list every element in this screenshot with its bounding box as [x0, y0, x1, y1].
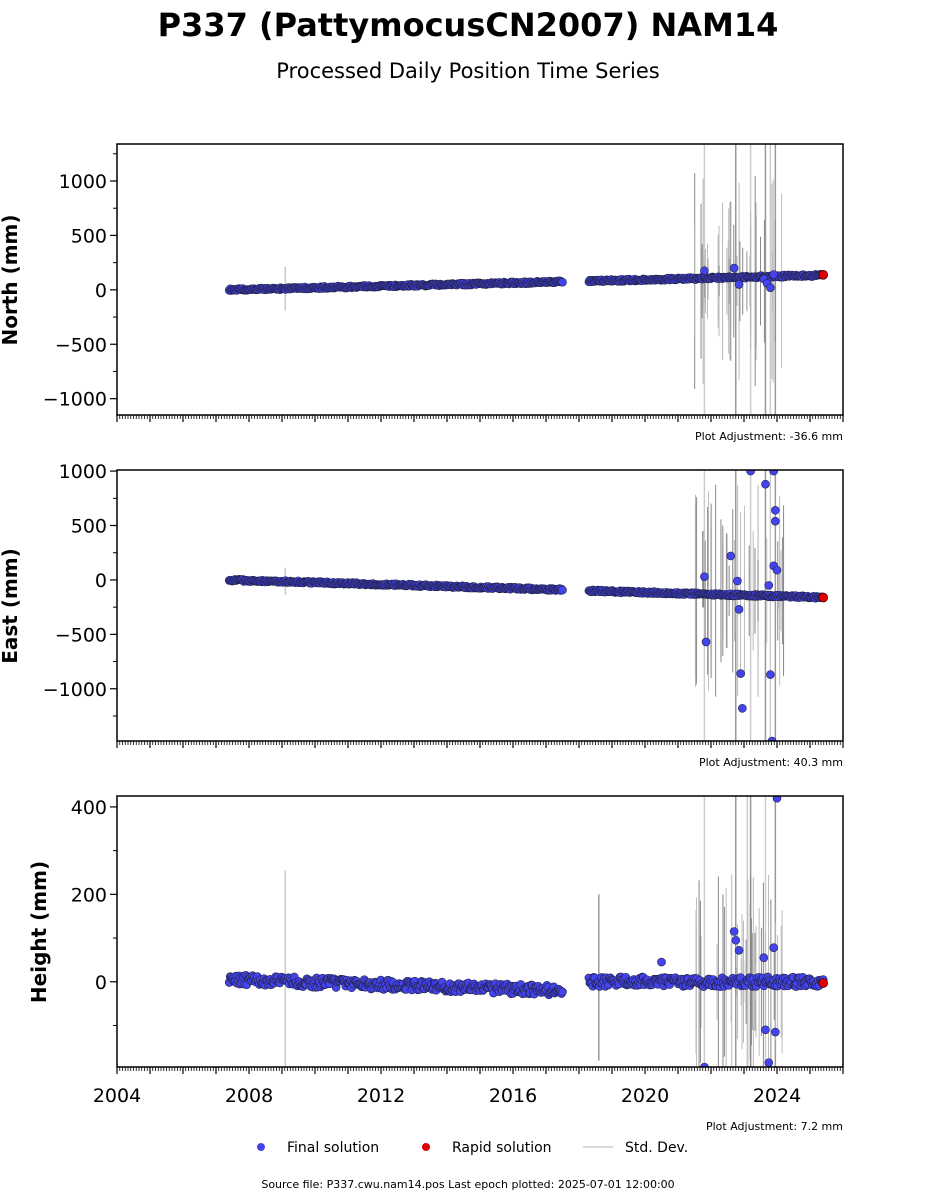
legend-rapid-label: Rapid solution: [452, 1140, 552, 1156]
height-ytick-label: 400: [71, 797, 107, 819]
north-ytick-label: −500: [55, 334, 107, 356]
east-outlier-point: [738, 704, 747, 713]
height-outlier-point: [771, 1027, 780, 1037]
legend-final-marker: [257, 1143, 265, 1151]
height-panel: Height (mm) Plot Adjustment: 7.2 mm 0 200…: [27, 795, 844, 1133]
east-ytick-label: 0: [95, 570, 107, 592]
east-panel: East (mm) Plot Adjustment: 40.3 mm −1000…: [0, 461, 844, 769]
east-outlier-point: [746, 470, 755, 476]
east-outlier-point: [736, 669, 746, 678]
height-xtick-label: 2012: [357, 1085, 405, 1107]
east-outlier-point: [771, 516, 780, 526]
north-ytick-label: 0: [95, 280, 107, 302]
north-ylabel: North (mm): [0, 214, 22, 345]
east-outlier-point: [700, 572, 709, 581]
height-outlier-point: [761, 1025, 770, 1035]
legend-rapid-marker: [422, 1143, 430, 1151]
east-ytick-label: 500: [71, 516, 107, 538]
height-xtick-label: 2016: [489, 1085, 537, 1107]
east-ylabel: East (mm): [0, 548, 22, 664]
legend-final-label: Final solution: [287, 1140, 379, 1156]
east-outlier-point: [767, 736, 777, 741]
north-ytick-label: 1000: [59, 171, 107, 193]
east-ytick-label: 1000: [59, 461, 107, 483]
legend-std-label: Std. Dev.: [625, 1140, 688, 1156]
height-rapid-point: [818, 978, 829, 988]
height-ytick-label: 0: [95, 972, 107, 994]
height-xtick-label: 2024: [753, 1085, 801, 1107]
east-data-layer: [224, 470, 829, 741]
east-outlier-point: [761, 479, 770, 489]
height-outlier-point: [700, 1062, 709, 1067]
north-outlier-point: [700, 266, 709, 276]
height-xtick-label: 2020: [621, 1085, 669, 1107]
east-outlier-point: [769, 470, 778, 476]
height-xtick-label: 2004: [93, 1085, 141, 1107]
east-outlier-point: [734, 605, 744, 614]
north-outlier-point: [729, 263, 739, 273]
north-outlier-point: [766, 283, 775, 292]
east-ytick-label: −1000: [43, 679, 107, 701]
height-ytick-label: 200: [71, 884, 107, 906]
height-outlier-point: [772, 796, 782, 803]
east-ytick-label: −500: [55, 624, 107, 646]
east-rapid-point: [818, 592, 829, 603]
north-panel: North (mm) Plot Adjustment: -36.6 mm −10…: [0, 143, 844, 443]
height-final-point: [558, 987, 567, 997]
height-outlier-point: [657, 957, 666, 967]
east-outlier-point: [766, 670, 775, 679]
north-outlier-point: [734, 280, 744, 289]
east-adjustment: Plot Adjustment: 40.3 mm: [699, 756, 843, 769]
chart-title: P337 (PattymocusCN2007) NAM14: [158, 6, 779, 44]
north-rapid-point: [818, 270, 829, 280]
height-outlier-point: [759, 953, 769, 963]
height-outlier-point: [729, 927, 739, 936]
height-outlier-point: [731, 935, 741, 945]
east-outlier-point: [772, 565, 782, 575]
east-outlier-point: [764, 581, 774, 590]
east-outlier-point: [733, 576, 742, 586]
height-outlier-point: [769, 943, 779, 952]
north-ytick-label: −1000: [43, 389, 107, 411]
east-outlier-point: [726, 551, 736, 561]
height-outlier-point: [764, 1058, 774, 1067]
footer-source: Source file: P337.cwu.nam14.pos Last epo…: [261, 1178, 674, 1191]
north-data-layer: [224, 144, 829, 415]
north-outlier-point: [769, 270, 779, 279]
height-adjustment: Plot Adjustment: 7.2 mm: [706, 1120, 843, 1133]
north-adjustment: Plot Adjustment: -36.6 mm: [695, 430, 843, 443]
east-outlier-point: [701, 637, 711, 647]
north-ytick-label: 500: [71, 225, 107, 247]
height-data-layer: [224, 796, 829, 1067]
east-final-point: [558, 585, 567, 595]
chart-subtitle: Processed Daily Position Time Series: [276, 59, 660, 83]
legend: Final solution Rapid solution Std. Dev.: [257, 1140, 688, 1156]
height-outlier-point: [734, 945, 744, 955]
east-outlier-point: [771, 505, 780, 515]
height-ylabel: Height (mm): [27, 861, 51, 1003]
north-final-point: [558, 277, 567, 287]
height-xtick-label: 2008: [225, 1085, 273, 1107]
